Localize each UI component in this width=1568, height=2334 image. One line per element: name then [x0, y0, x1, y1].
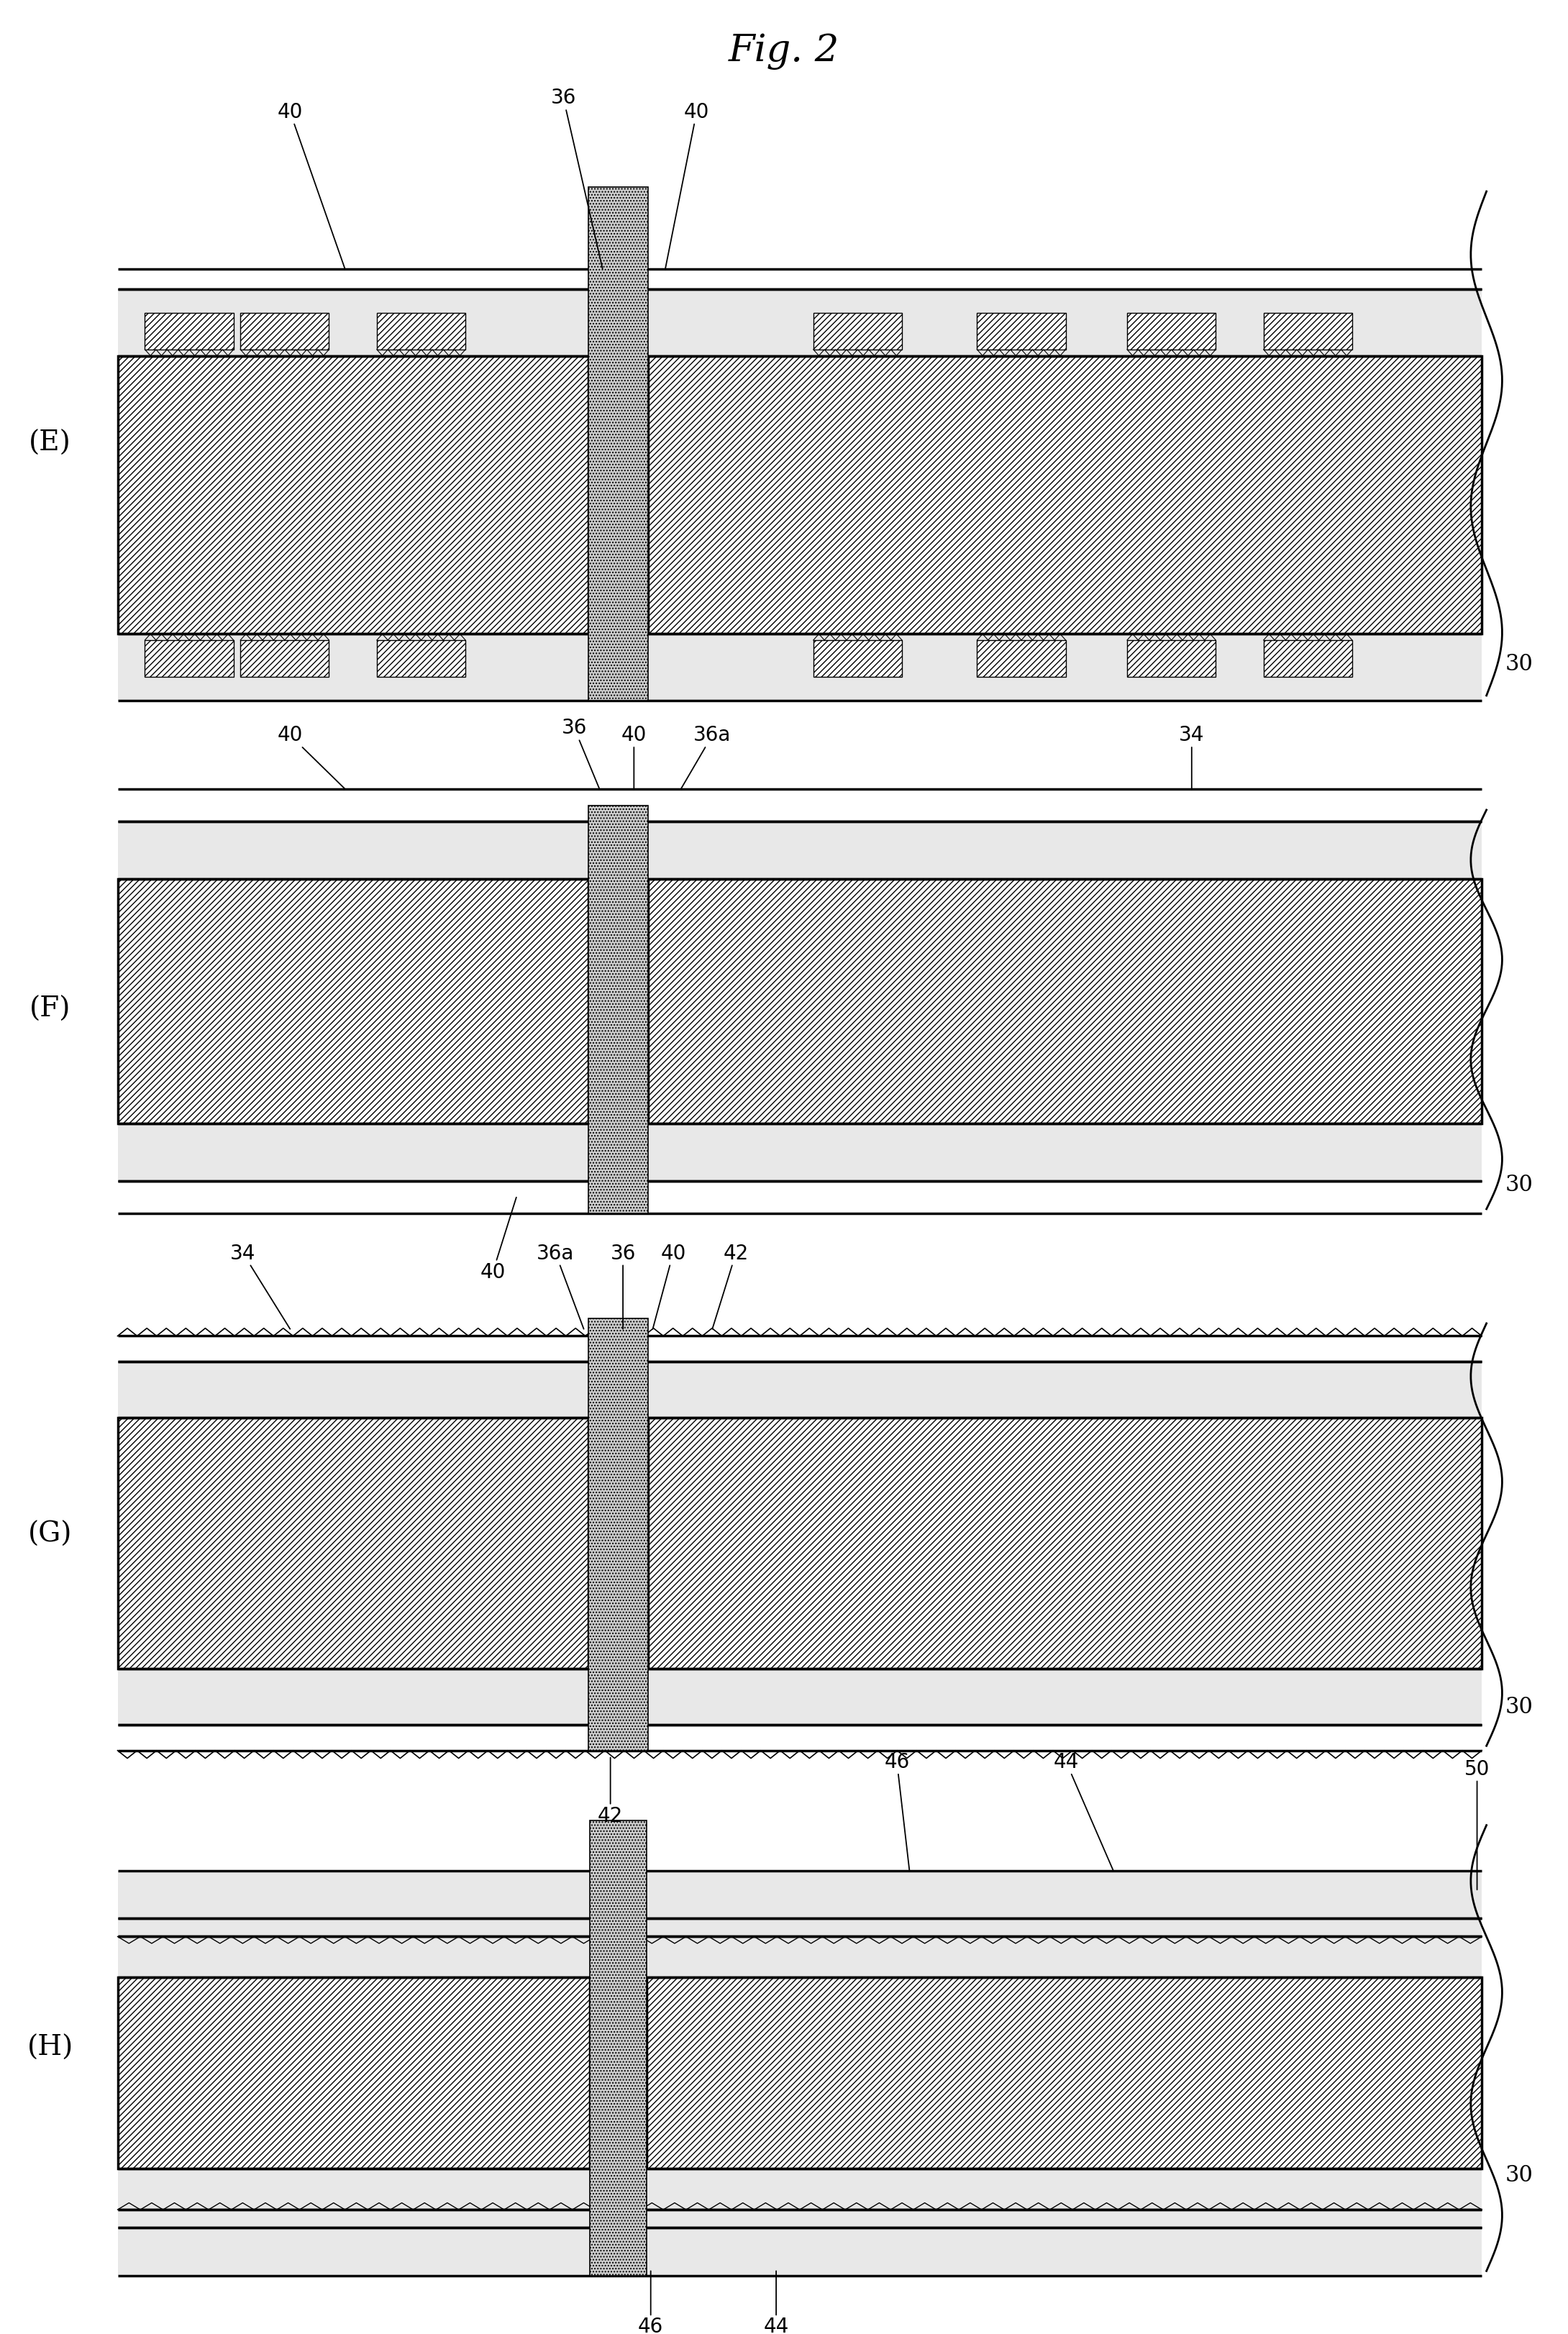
Text: 30: 30 [1505, 1697, 1534, 1718]
Bar [240, 313, 329, 350]
Bar [1264, 313, 1352, 350]
Text: 36: 36 [610, 1244, 635, 1328]
Bar [118, 357, 588, 633]
Bar [118, 880, 588, 1125]
Bar [144, 640, 234, 677]
Text: 40: 40 [480, 1197, 516, 1281]
Bar [376, 313, 466, 350]
Bar [144, 313, 234, 350]
Bar [648, 880, 1482, 1125]
Text: 40: 40 [652, 1244, 685, 1328]
Text: 30: 30 [1505, 1174, 1534, 1197]
Bar [588, 805, 648, 1214]
Bar [814, 313, 902, 350]
Bar [1127, 640, 1215, 677]
Bar [977, 640, 1066, 677]
Text: 50: 50 [1465, 1760, 1490, 1891]
Text: 40: 40 [278, 726, 345, 789]
Bar [118, 1669, 1482, 1725]
Text: Fig. 2: Fig. 2 [729, 33, 839, 70]
Bar [590, 1821, 646, 2276]
Bar [118, 1919, 1482, 1937]
Text: 40: 40 [278, 103, 345, 268]
Text: (F): (F) [30, 997, 71, 1022]
Bar [118, 289, 1482, 357]
Bar [588, 187, 648, 700]
Bar [588, 1319, 648, 1750]
Bar [376, 640, 466, 677]
Bar [1127, 313, 1215, 350]
Text: 46: 46 [638, 2271, 663, 2334]
Text: 46: 46 [884, 1753, 909, 1870]
Bar [240, 640, 329, 677]
Text: 42: 42 [597, 1758, 622, 1825]
Text: 40: 40 [621, 726, 646, 789]
Bar [118, 1937, 1482, 1977]
Bar [118, 2229, 1482, 2276]
Text: (E): (E) [28, 429, 72, 457]
Text: 40: 40 [665, 103, 709, 268]
Bar [118, 633, 1482, 700]
Text: 44: 44 [1054, 1753, 1113, 1870]
Bar [118, 1977, 590, 2168]
Text: 44: 44 [764, 2271, 789, 2334]
Bar [977, 313, 1066, 350]
Bar [118, 1419, 588, 1669]
Text: 36a: 36a [681, 726, 731, 789]
Bar [118, 1361, 1482, 1419]
Bar [814, 640, 902, 677]
Bar [1264, 640, 1352, 677]
Text: (G): (G) [28, 1522, 72, 1547]
Text: 30: 30 [1505, 654, 1534, 675]
Bar [118, 1125, 1482, 1181]
Text: (H): (H) [27, 2035, 74, 2061]
Text: 36: 36 [550, 89, 602, 268]
Bar [118, 2210, 1482, 2229]
Bar [118, 2168, 1482, 2210]
Text: 36a: 36a [536, 1244, 583, 1328]
Text: 34: 34 [1179, 726, 1204, 789]
Bar [118, 1870, 1482, 1919]
Text: 36: 36 [561, 719, 599, 789]
Bar [118, 822, 1482, 880]
Bar [646, 1977, 1482, 2168]
Text: 34: 34 [230, 1244, 290, 1328]
Text: 30: 30 [1505, 2164, 1534, 2187]
Bar [648, 357, 1482, 633]
Text: 42: 42 [712, 1244, 748, 1328]
Bar [648, 1419, 1482, 1669]
